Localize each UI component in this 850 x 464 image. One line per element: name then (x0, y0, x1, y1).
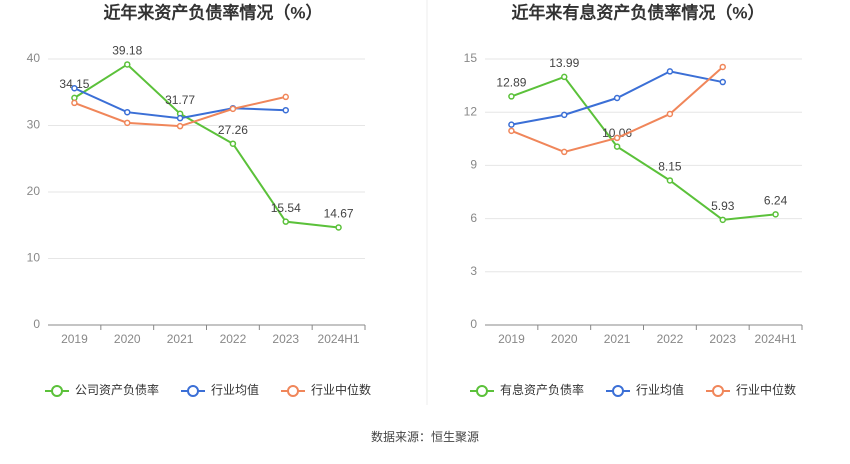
point (124, 108, 131, 116)
x-tick-label: 2021 (167, 332, 194, 346)
point (613, 94, 621, 102)
y-tick-label: 9 (470, 158, 477, 172)
legend-label[interactable]: 有息资产负债率 (500, 382, 584, 397)
legend-marker[interactable] (612, 385, 624, 397)
series-line (511, 75, 776, 221)
data-label: 15.54 (271, 201, 301, 215)
legend-marker[interactable] (712, 385, 724, 397)
point (176, 114, 184, 122)
y-tick-label: 0 (33, 317, 40, 331)
legend-marker[interactable] (51, 385, 63, 397)
point (124, 119, 131, 127)
point (508, 93, 515, 100)
legend-marker[interactable] (476, 385, 488, 397)
point (561, 148, 568, 156)
point (666, 177, 674, 184)
data-label: 39.18 (112, 44, 142, 58)
point (176, 122, 184, 130)
point (71, 85, 78, 92)
data-label: 14.67 (324, 207, 354, 221)
data-label: 10.06 (602, 126, 632, 140)
point (561, 73, 568, 81)
y-tick-label: 15 (464, 51, 478, 65)
legend-label[interactable]: 行业均值 (211, 382, 259, 397)
series-line (73, 63, 339, 229)
x-tick-label: 2023 (709, 332, 736, 346)
y-tick-label: 0 (470, 317, 477, 331)
data-label: 5.93 (711, 199, 735, 213)
y-tick-label: 20 (27, 184, 41, 198)
x-tick-label: 2022 (657, 332, 684, 346)
x-tick-label: 2024H1 (755, 332, 797, 346)
point (613, 143, 621, 150)
legend-marker[interactable] (287, 385, 299, 397)
point (508, 121, 515, 128)
point (666, 110, 674, 118)
data-label: 31.77 (165, 93, 195, 107)
point (282, 106, 289, 114)
data-label: 8.15 (658, 160, 682, 174)
data-label: 27.26 (218, 123, 248, 137)
x-tick-label: 2019 (61, 332, 88, 346)
point (719, 216, 726, 224)
x-tick-label: 2024H1 (318, 332, 360, 346)
legend-label[interactable]: 行业中位数 (311, 382, 371, 397)
data-label: 12.89 (496, 76, 526, 90)
point (561, 111, 568, 119)
x-tick-label: 2022 (220, 332, 247, 346)
y-tick-label: 30 (27, 118, 41, 132)
y-tick-label: 10 (27, 251, 41, 265)
point (719, 63, 726, 71)
source-note: 数据来源：恒生聚源 (371, 429, 479, 444)
x-tick-label: 2019 (498, 332, 525, 346)
x-tick-label: 2020 (551, 332, 578, 346)
point (666, 68, 674, 75)
point (613, 134, 621, 142)
data-label: 6.24 (764, 194, 788, 208)
data-label: 13.99 (549, 56, 579, 70)
x-tick-label: 2023 (272, 332, 299, 346)
legend-label[interactable]: 公司资产负债率 (75, 382, 159, 397)
point (124, 61, 131, 68)
point (772, 211, 779, 218)
x-tick-label: 2020 (114, 332, 141, 346)
y-tick-label: 6 (470, 211, 477, 225)
legend-marker[interactable] (187, 385, 199, 397)
point (719, 78, 726, 86)
y-tick-label: 40 (27, 51, 41, 65)
x-tick-label: 2021 (604, 332, 631, 346)
point (71, 99, 78, 107)
point (229, 105, 237, 113)
legend-label[interactable]: 行业中位数 (736, 382, 796, 397)
y-tick-label: 3 (470, 264, 477, 278)
point (229, 140, 237, 147)
point (508, 127, 515, 135)
point (282, 218, 289, 225)
legend-label[interactable]: 行业均值 (636, 382, 684, 397)
chart-title: 近年来资产负债率情况（%） (103, 2, 322, 22)
y-tick-label: 12 (464, 104, 478, 118)
data-label: 34.15 (59, 77, 89, 91)
point (282, 93, 289, 101)
chart-title: 近年来有息资产负债率情况（%） (511, 2, 764, 22)
point (335, 224, 342, 231)
